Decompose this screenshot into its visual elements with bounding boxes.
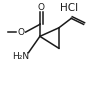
Text: O: O: [17, 28, 24, 37]
Text: H₂N: H₂N: [12, 52, 29, 61]
Text: O: O: [38, 2, 45, 12]
Text: HCl: HCl: [60, 3, 78, 13]
